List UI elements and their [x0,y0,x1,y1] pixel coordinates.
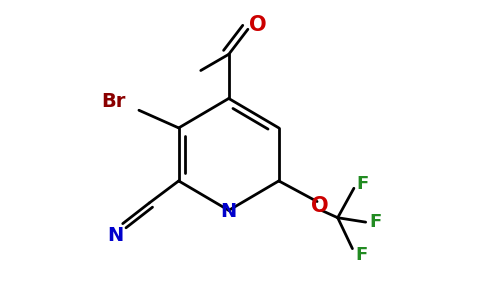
Text: N: N [221,202,237,221]
Text: F: F [370,213,382,231]
Text: O: O [249,15,267,35]
Text: F: F [355,245,367,263]
Text: Br: Br [102,92,126,111]
Text: F: F [357,175,369,193]
Text: N: N [107,226,123,245]
Text: O: O [311,196,329,216]
